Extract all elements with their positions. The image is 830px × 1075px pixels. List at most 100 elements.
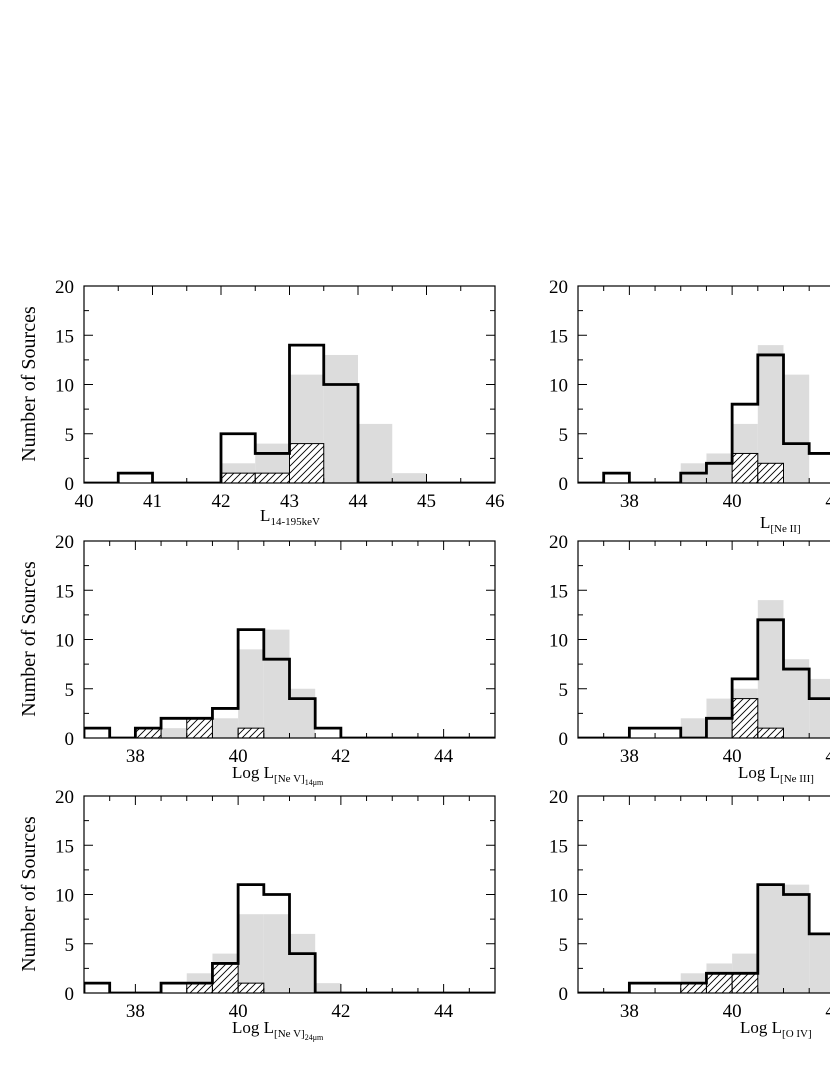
x-tick-label: 42 [825, 491, 830, 512]
gray-bar [783, 884, 810, 993]
x-tick-label: 40 [229, 1001, 248, 1022]
hatched-bar [220, 472, 256, 483]
y-tick-label: 5 [559, 935, 569, 956]
y-tick-label: 15 [55, 581, 74, 602]
y-tick-label: 10 [549, 376, 568, 397]
y-axis-label-row-2: Number of Sources [18, 561, 40, 717]
y-axis-label-row-1: Number of Sources [18, 306, 40, 462]
y-tick-label: 0 [559, 474, 569, 495]
y-axis-label-row-3: Number of Sources [18, 816, 40, 972]
x-tick-label: 38 [620, 491, 639, 512]
outline-histogram [84, 883, 495, 993]
x-tick-label: 46 [486, 491, 505, 512]
x-tick-label: 42 [825, 1001, 830, 1022]
hatched-bar [237, 727, 265, 738]
hatched-bar [731, 972, 759, 993]
gray-bar [315, 983, 341, 993]
y-tick-label: 5 [65, 935, 75, 956]
x-axis-label: L[Ne II] [760, 513, 801, 535]
gray-bar [238, 649, 264, 738]
x-tick-label: 45 [417, 491, 436, 512]
histogram-panel-5: 38 40 42 44 0 5 10 15 20 Log L[Ne V]24μm [55, 787, 496, 1042]
gray-bar [706, 453, 733, 483]
x-tick-label: 44 [434, 1001, 454, 1022]
y-tick-label: 0 [65, 474, 75, 495]
y-tick-label: 5 [65, 680, 75, 701]
y-tick-label: 20 [549, 787, 568, 808]
hatched-bar [731, 452, 759, 483]
gray-bar [263, 914, 290, 993]
y-tick-label: 10 [549, 886, 568, 907]
x-tick-label: 44 [434, 746, 454, 767]
gray-bar [238, 914, 264, 993]
histogram-panel-1: 40 41 42 43 44 45 46 0 5 10 15 20 L14-195keV [55, 277, 505, 528]
gray-bar [323, 354, 358, 483]
y-tick-label: 20 [55, 532, 74, 553]
y-tick-label: 20 [55, 787, 74, 808]
x-tick-label: 42 [825, 746, 830, 767]
y-tick-label: 0 [65, 729, 75, 750]
x-tick-label: 44 [349, 491, 369, 512]
gray-bar [680, 718, 707, 738]
outline-histogram [578, 618, 830, 738]
hatched-bar [186, 717, 213, 738]
hatched-bar [705, 972, 733, 993]
hatched-bar [254, 472, 290, 483]
x-tick-label: 38 [620, 746, 639, 767]
gray-bar [212, 718, 239, 738]
y-tick-label: 5 [559, 425, 569, 446]
y-tick-label: 15 [55, 836, 74, 857]
hatched-bar [757, 462, 784, 483]
gray-bar [783, 659, 810, 738]
y-tick-label: 5 [65, 425, 75, 446]
x-tick-label: 40 [723, 1001, 742, 1022]
x-axis-label: Log L[Ne III] [738, 763, 814, 785]
y-tick-label: 15 [55, 326, 74, 347]
hatched-bar [757, 727, 784, 738]
y-tick-label: 0 [559, 729, 569, 750]
gray-bar [289, 688, 316, 738]
x-tick-label: 42 [331, 746, 350, 767]
x-tick-label: 40 [75, 491, 94, 512]
x-axis-label: Log L[O IV] [740, 1018, 812, 1040]
x-tick-label: 38 [620, 1001, 639, 1022]
y-tick-label: 15 [549, 836, 568, 857]
gray-bar [392, 473, 427, 483]
x-tick-label: 42 [331, 1001, 350, 1022]
x-tick-label: 40 [723, 746, 742, 767]
gray-bar [757, 884, 784, 993]
x-tick-label: 38 [126, 746, 145, 767]
gray-bar [161, 728, 187, 738]
hatched-bar [211, 962, 239, 993]
x-tick-label: 41 [143, 491, 162, 512]
hatched-bar [134, 727, 162, 738]
y-tick-label: 10 [55, 886, 74, 907]
x-tick-label: 42 [212, 491, 231, 512]
gray-bar [757, 345, 784, 483]
y-tick-label: 20 [549, 532, 568, 553]
gray-bar [358, 423, 393, 483]
gray-bar [783, 374, 810, 483]
hatched-bar [680, 982, 707, 993]
y-tick-label: 0 [65, 984, 75, 1005]
y-tick-label: 10 [549, 631, 568, 652]
gray-bar [809, 933, 830, 993]
histogram-panel-3: 38 40 42 44 0 5 10 15 20 Log L[Ne V]14μm [55, 532, 496, 787]
y-tick-label: 20 [55, 277, 74, 298]
y-tick-label: 0 [559, 984, 569, 1005]
x-axis-label: L14-195keV [260, 506, 320, 528]
gray-bar [289, 933, 316, 993]
gray-bar [263, 629, 290, 738]
x-axis-label: Log L[Ne V]24μm [232, 1018, 324, 1042]
x-tick-label: 38 [126, 1001, 145, 1022]
y-tick-label: 20 [549, 277, 568, 298]
x-tick-label: 43 [280, 491, 299, 512]
y-tick-label: 10 [55, 376, 74, 397]
gray-bar [757, 600, 784, 738]
y-tick-label: 15 [549, 581, 568, 602]
x-tick-label: 40 [723, 491, 742, 512]
